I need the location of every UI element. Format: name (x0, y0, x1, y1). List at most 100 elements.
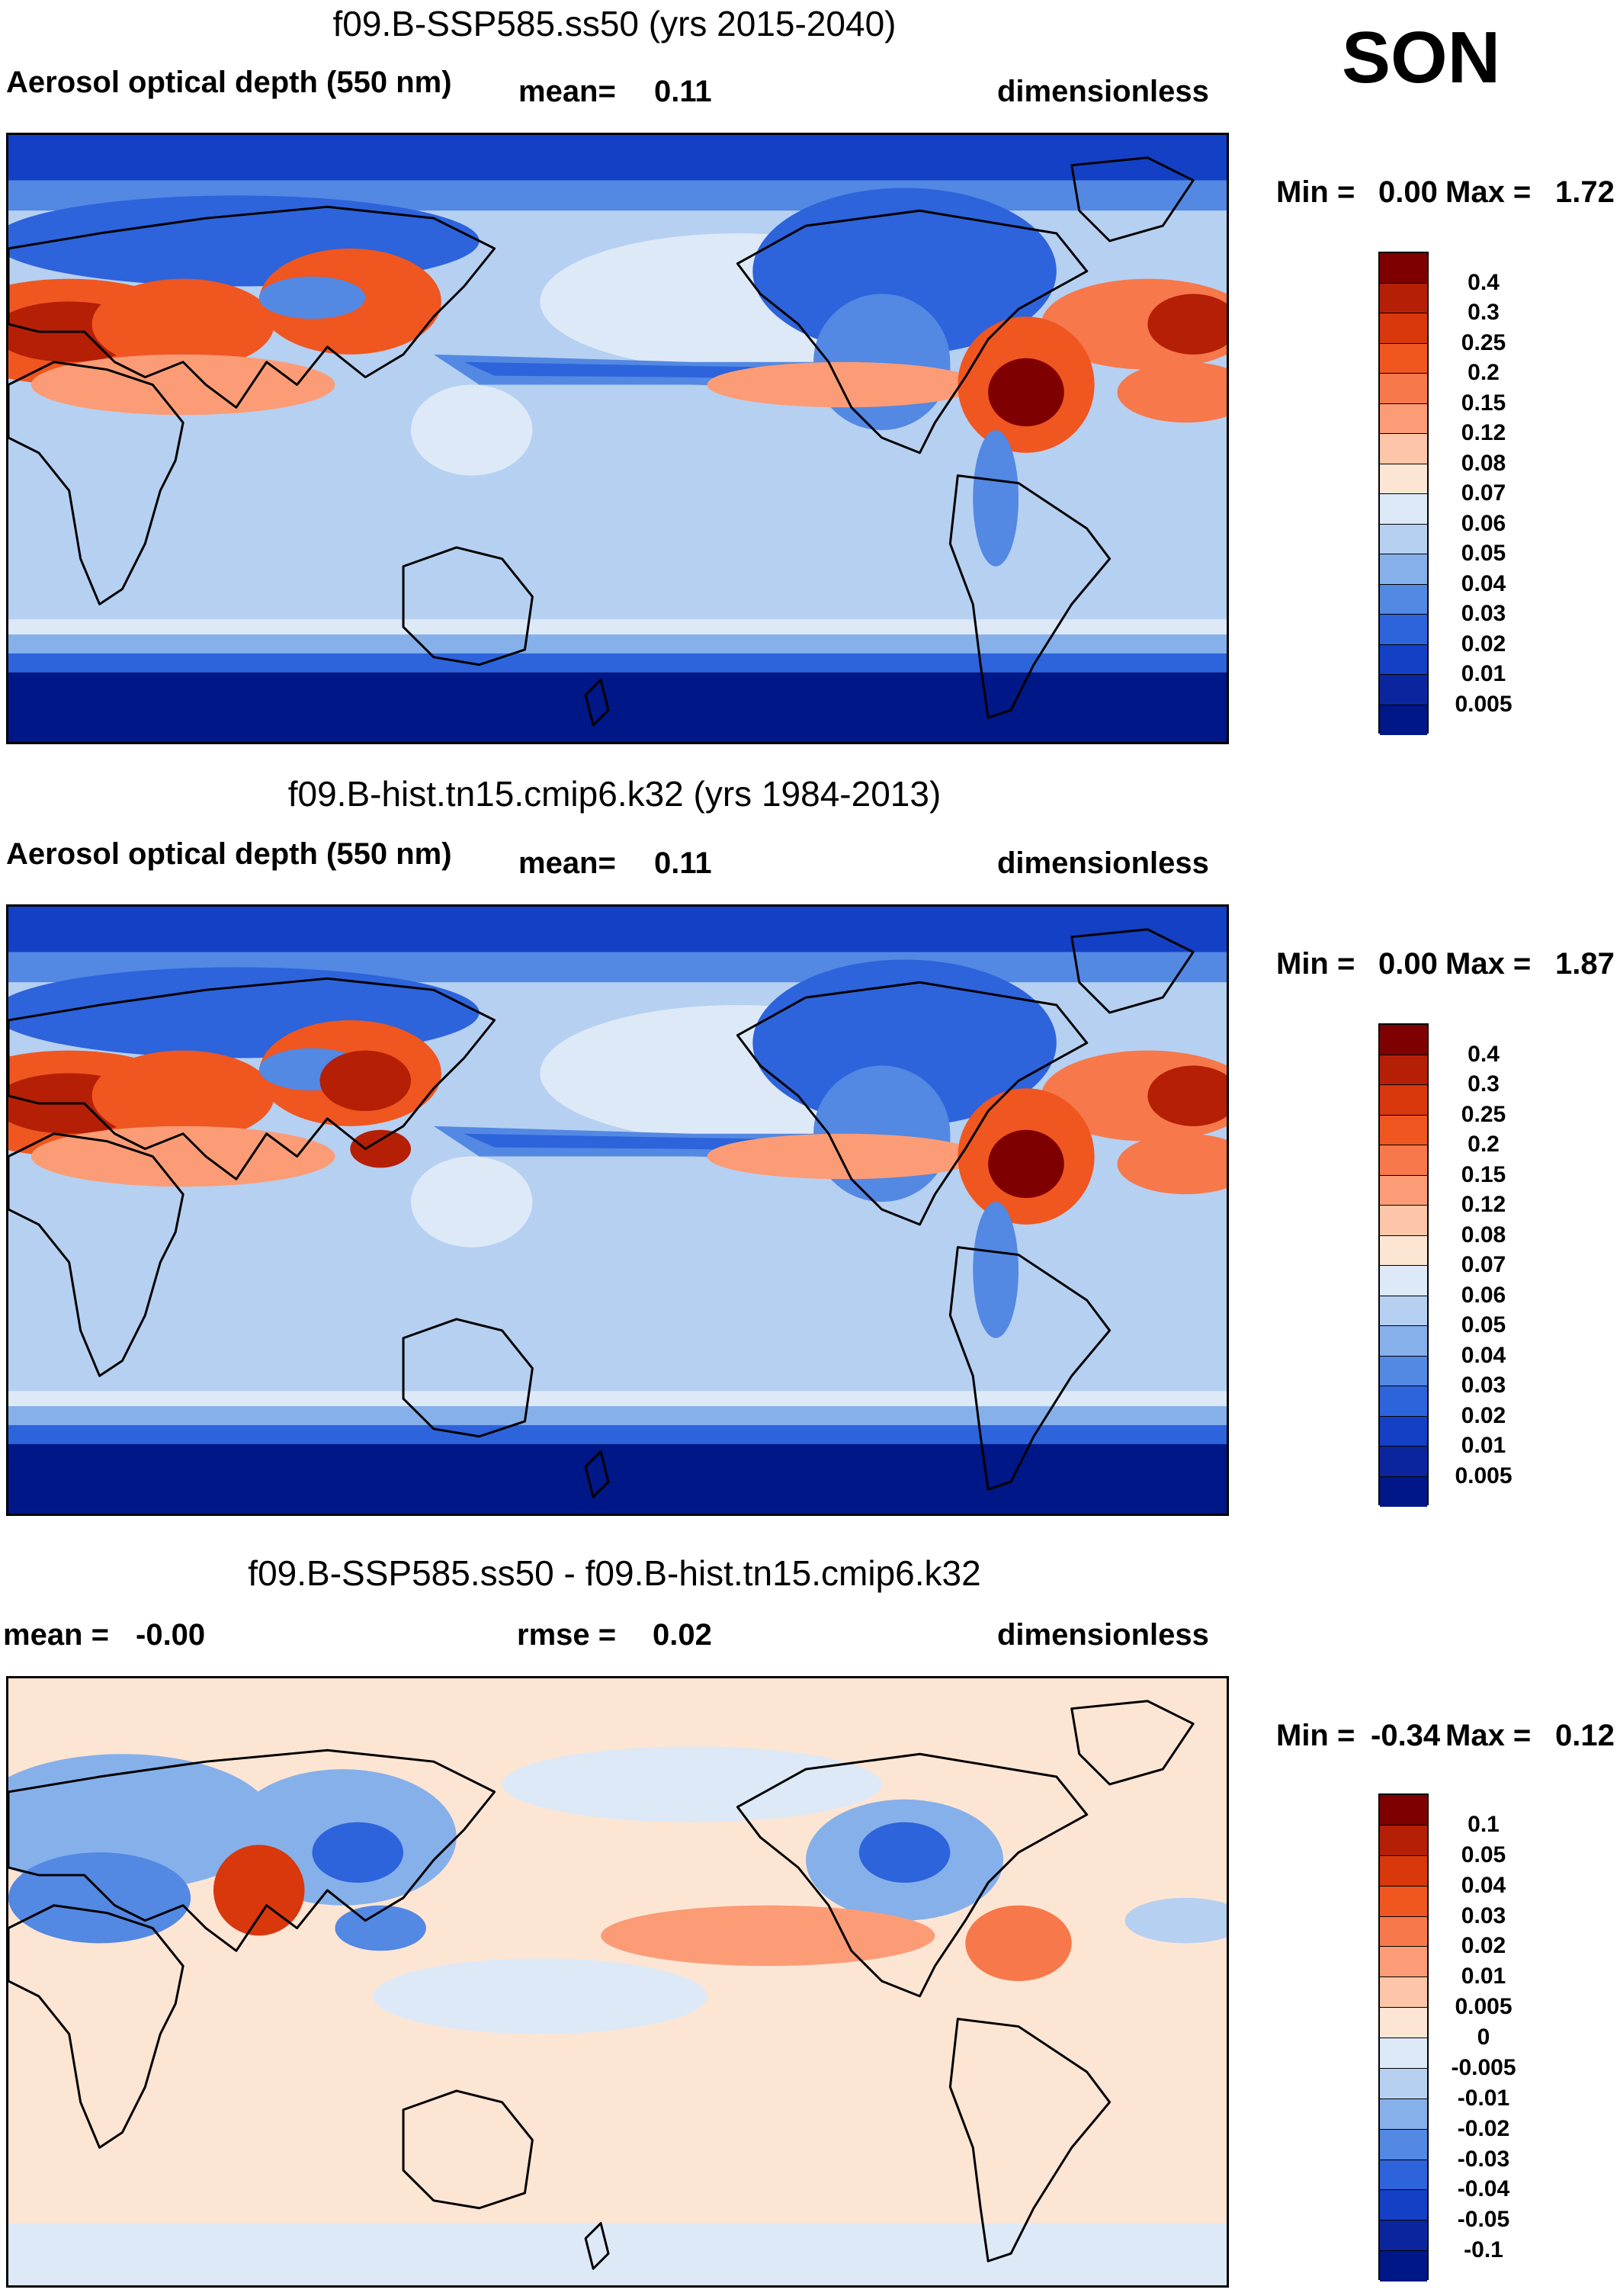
colorbar-tick-label: 0.3 (1468, 300, 1500, 325)
south-atlantic-plume (1117, 1133, 1227, 1195)
coastline (948, 2018, 1112, 2262)
southern-ocean-band (8, 1391, 1227, 1407)
colorbar-tick-label: 0.06 (1461, 1282, 1506, 1308)
colorbar-tick-label: -0.03 (1457, 2146, 1510, 2172)
coastline (8, 1748, 496, 1952)
colorbar-swatch (1380, 2099, 1427, 2130)
colorbar-swatch (1380, 2190, 1427, 2221)
colorbar-tick-label: 0.05 (1461, 1312, 1506, 1337)
colorbar-swatch (1380, 615, 1427, 645)
coastline (584, 679, 610, 727)
panel-1-max-label: Max = (1445, 175, 1532, 209)
south-atlantic-decrease (1124, 1897, 1227, 1944)
panel-1-min-value: 0.00 (1378, 175, 1438, 209)
pacific-plume (707, 361, 981, 408)
panel-3-max-value: 0.12 (1555, 1719, 1615, 1752)
pacific-plume (707, 1133, 981, 1180)
southern-ocean-band (8, 634, 1227, 653)
colorbar-swatch (1380, 313, 1427, 344)
colorbar-tick-label: -0.04 (1457, 2176, 1510, 2202)
southern-ocean-band (8, 619, 1227, 635)
arabia-dust (91, 1050, 274, 1142)
east-asia-core (319, 1050, 412, 1111)
panel-1-variable-label: Aerosol optical depth (550 nm) (6, 66, 452, 99)
coastline (736, 209, 1089, 454)
southern-ocean-band (8, 653, 1227, 673)
colorbar-tick-label: 0.005 (1455, 1463, 1513, 1488)
colorbar-tick-label: 0.12 (1461, 1192, 1506, 1217)
panel-1-map-plot (8, 135, 1227, 742)
coastline (8, 977, 496, 1180)
colorbar-tick-label: 0.12 (1461, 420, 1506, 445)
panel-2-max-label: Max = (1445, 947, 1532, 981)
panel-1-min-label: Min = (1276, 175, 1355, 209)
arctic-band (8, 135, 1227, 181)
colorbar-swatch (1380, 1055, 1427, 1085)
colorbar-swatch (1380, 1886, 1427, 1917)
indonesia-burning (350, 1129, 412, 1168)
colorbar-swatch (1380, 1266, 1427, 1296)
colorbar-swatch (1380, 1447, 1427, 1477)
colorbar-swatch (1380, 1085, 1427, 1116)
arctic-band (8, 907, 1227, 952)
panel-3-min-label: Min = (1276, 1719, 1355, 1752)
southern-ocean-band (8, 1406, 1227, 1425)
colorbar-tick-label: -0.01 (1457, 2085, 1510, 2111)
colorbar-tick-label: 0.01 (1461, 1964, 1506, 1989)
amazon-burning-core (988, 1129, 1064, 1199)
colorbar-swatch (1380, 1326, 1427, 1357)
colorbar-swatch (1380, 644, 1427, 675)
colorbar-tick-label: 0.06 (1461, 510, 1506, 536)
coastline (8, 1132, 184, 1377)
colorbar-swatch (1380, 1206, 1427, 1236)
coastline (584, 1450, 610, 1498)
coastline (402, 1318, 534, 1438)
colorbar-tick-label: 0.005 (1455, 691, 1513, 717)
panel-1-mean-value: 0.11 (654, 75, 712, 108)
colorbar-tick-label: 0.08 (1461, 1222, 1506, 1248)
coastline (1070, 928, 1195, 1014)
coastline (402, 2089, 534, 2210)
colorbar-tick-label: 0.1 (1468, 1811, 1500, 1837)
colorbar-swatch (1380, 524, 1427, 554)
panel-2-map (6, 904, 1229, 1516)
colorbar-tick-label: 0.25 (1461, 1101, 1506, 1127)
panel-1-colorbar (1378, 252, 1429, 735)
south-america-increase (965, 1905, 1072, 1982)
colorbar-swatch (1380, 1947, 1427, 1978)
colorbar-tick-label: 0.4 (1468, 269, 1500, 295)
india-increase (213, 1845, 305, 1936)
australia (411, 1156, 533, 1248)
panel-2-map-plot (8, 907, 1227, 1514)
coastline (736, 981, 1089, 1226)
colorbar-tick-label: 0.02 (1461, 631, 1506, 657)
coastline (402, 546, 534, 666)
colorbar-swatch (1380, 2251, 1427, 2282)
panel-2-min-value: 0.00 (1378, 947, 1438, 981)
colorbar-tick-label: 0.4 (1468, 1041, 1500, 1067)
colorbar-swatch (1380, 403, 1427, 434)
colorbar-tick-label: 0.25 (1461, 329, 1506, 355)
arabia-dust (91, 278, 274, 370)
colorbar-swatch (1380, 374, 1427, 404)
panel-3-rmse-label: rmse = (517, 1618, 617, 1652)
panel-3-mean-label: mean = (3, 1618, 109, 1652)
panel-3-map-plot (8, 1678, 1227, 2285)
colorbar-swatch (1380, 584, 1427, 615)
colorbar-swatch (1380, 2008, 1427, 2038)
colorbar-swatch (1380, 1825, 1427, 1856)
colorbar-tick-label: -0.1 (1464, 2237, 1503, 2263)
colorbar-tick-label: 0.04 (1461, 1872, 1506, 1898)
australia (411, 384, 533, 476)
panel-3-colorbar (1378, 1793, 1429, 2282)
colorbar-tick-label: 0.05 (1461, 1842, 1506, 1867)
colorbar-swatch (1380, 464, 1427, 494)
panel-3-units: dimensionless (997, 1618, 1209, 1652)
coastline (8, 361, 184, 605)
colorbar-swatch (1380, 1476, 1427, 1507)
season-label: SON (1342, 17, 1501, 98)
colorbar-swatch (1380, 2038, 1427, 2069)
colorbar-swatch (1380, 1025, 1427, 1055)
colorbar-tick-label: 0.03 (1461, 1373, 1506, 1398)
panel-2-title: f09.B-hist.tn15.cmip6.k32 (yrs 1984-2013… (287, 774, 942, 814)
